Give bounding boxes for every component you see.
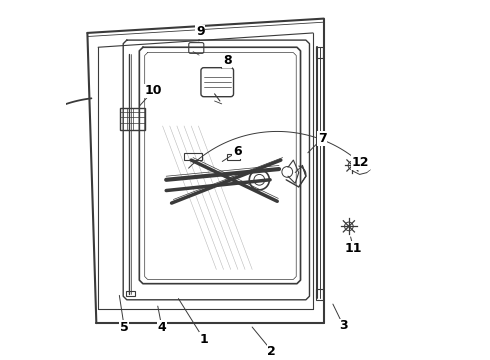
- Text: 12: 12: [352, 156, 369, 169]
- Text: 4: 4: [157, 321, 166, 334]
- Text: 9: 9: [196, 25, 204, 39]
- Text: 11: 11: [345, 242, 362, 255]
- Text: 8: 8: [223, 54, 231, 67]
- Text: 3: 3: [339, 319, 348, 332]
- Text: 1: 1: [199, 333, 208, 346]
- Text: 6: 6: [233, 145, 242, 158]
- Text: 2: 2: [268, 345, 276, 357]
- Text: 5: 5: [120, 321, 129, 334]
- Text: 10: 10: [144, 85, 162, 98]
- Text: 7: 7: [318, 132, 326, 145]
